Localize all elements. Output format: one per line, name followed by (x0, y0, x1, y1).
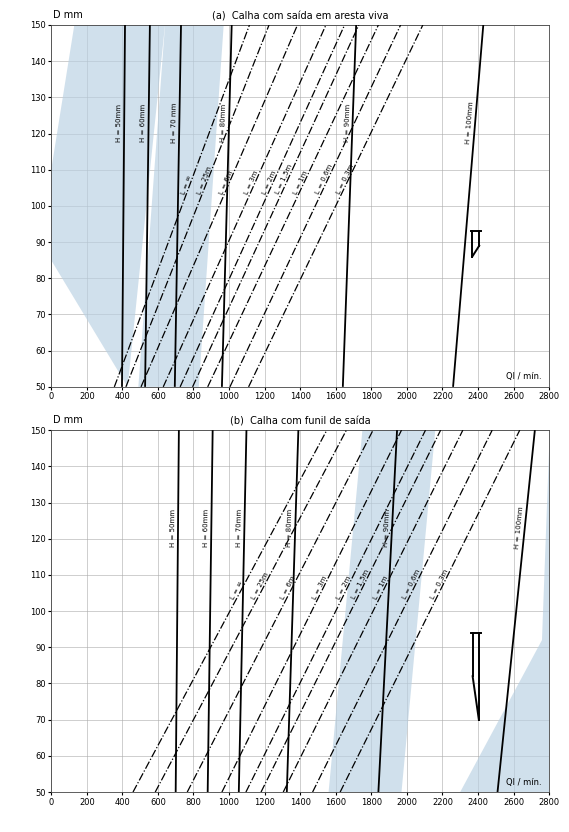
Text: H = 60mm: H = 60mm (203, 508, 209, 547)
Text: L = 0,3m: L = 0,3m (335, 163, 354, 195)
Text: H = 90mm: H = 90mm (383, 508, 391, 547)
Text: Ql / mín.: Ql / mín. (506, 778, 542, 786)
Text: L = 25m: L = 25m (251, 571, 270, 600)
Polygon shape (329, 430, 435, 792)
Text: L = 1,5m: L = 1,5m (275, 163, 294, 195)
Text: H = 70 mm: H = 70 mm (171, 102, 178, 143)
Text: H = 80mm: H = 80mm (286, 508, 294, 547)
Text: H = 50mm: H = 50mm (116, 104, 122, 141)
Text: H = 60mm: H = 60mm (140, 103, 147, 141)
Text: H = 50mm: H = 50mm (170, 509, 176, 547)
Text: L = 25m: L = 25m (196, 166, 213, 195)
Text: L = ∞: L = ∞ (180, 174, 193, 195)
Text: L = ∞: L = ∞ (230, 580, 245, 600)
Polygon shape (460, 448, 549, 792)
Text: L = 0,6m: L = 0,6m (402, 569, 422, 600)
Text: H = 70mm: H = 70mm (236, 508, 242, 547)
Title: (b)  Calha com funil de saída: (b) Calha com funil de saída (230, 417, 370, 427)
Text: L = 1m: L = 1m (373, 575, 389, 600)
Title: (a)  Calha com saída em aresta viva: (a) Calha com saída em aresta viva (212, 12, 389, 22)
Text: L = 1,5m: L = 1,5m (351, 569, 370, 600)
Text: L = 0,6m: L = 0,6m (315, 163, 334, 195)
Text: H = 100mm: H = 100mm (514, 506, 525, 549)
Text: L = 3m: L = 3m (244, 170, 259, 195)
Text: L = 2m: L = 2m (335, 575, 352, 600)
Text: D mm: D mm (53, 414, 83, 424)
Text: L = 3m: L = 3m (311, 575, 328, 600)
Text: Ql / mín.: Ql / mín. (506, 373, 542, 381)
Text: L = 0,3m: L = 0,3m (430, 569, 450, 600)
Text: L = 6m: L = 6m (218, 169, 234, 195)
Polygon shape (138, 25, 224, 387)
Text: L = 6m: L = 6m (280, 575, 297, 600)
Text: H = 100mm: H = 100mm (465, 101, 475, 144)
Text: H = 80mm: H = 80mm (220, 103, 228, 141)
Polygon shape (51, 25, 165, 387)
Text: H = 90mm: H = 90mm (344, 103, 351, 141)
Text: L = 2m: L = 2m (262, 170, 278, 195)
Text: D mm: D mm (53, 9, 83, 19)
Text: L = 1m: L = 1m (292, 170, 309, 195)
